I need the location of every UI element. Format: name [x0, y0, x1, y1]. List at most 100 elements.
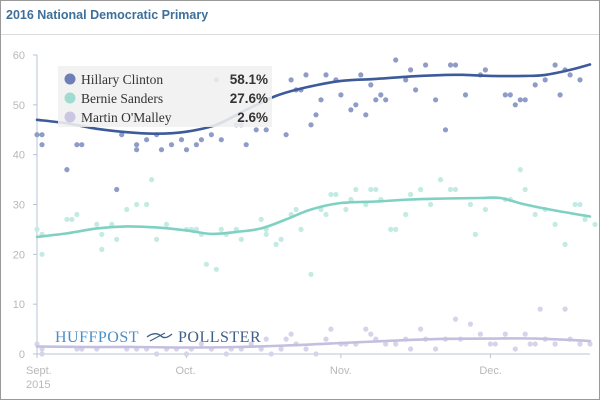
poll-point-clinton [218, 137, 224, 143]
poll-point-omalley [363, 326, 369, 332]
poll-point-sanders [69, 216, 75, 222]
poll-point-omalley [383, 341, 389, 347]
poll-point-clinton [313, 112, 319, 118]
poll-point-sanders [393, 226, 399, 232]
poll-point-clinton [208, 132, 214, 138]
x-tick-sublabel: 2015 [26, 379, 50, 391]
poll-point-clinton [403, 77, 409, 83]
poll-point-sanders [94, 221, 100, 227]
poll-point-clinton [557, 92, 563, 98]
poll-point-sanders [447, 186, 454, 193]
legend-item-sanders[interactable]: Bernie Sanders 27.6% [64, 91, 269, 106]
poll-point-clinton [413, 87, 419, 93]
poll-point-sanders [403, 211, 409, 218]
legend-value-omalley: 2.6% [237, 110, 268, 125]
poll-point-sanders [263, 231, 269, 237]
poll-point-sanders [572, 201, 578, 208]
poll-point-omalley [278, 346, 284, 352]
poll-point-clinton [318, 97, 324, 103]
poll-point-clinton [368, 82, 374, 88]
poll-point-clinton [79, 142, 85, 148]
poll-point-sanders [114, 236, 120, 242]
poll-point-sanders [373, 186, 379, 193]
poll-point-omalley [248, 341, 254, 347]
poll-point-sanders [522, 186, 528, 193]
poll-point-sanders [343, 206, 349, 213]
poll-point-sanders [203, 261, 209, 267]
poll-point-sanders [323, 211, 329, 218]
poll-point-omalley [537, 306, 543, 312]
trend-line-omalley [35, 337, 592, 349]
poll-point-clinton [442, 127, 449, 133]
poll-point-clinton [64, 167, 70, 173]
poll-point-clinton [433, 97, 439, 103]
poll-point-omalley [323, 336, 329, 342]
poll-point-omalley [433, 346, 439, 352]
poll-point-clinton [338, 92, 344, 98]
legend-item-clinton[interactable]: Hillary Clinton 58.1% [64, 72, 269, 87]
poll-point-sanders [592, 221, 598, 227]
poll-point-omalley [418, 326, 424, 332]
poll-point-sanders [298, 226, 304, 232]
poll-point-clinton [378, 92, 384, 98]
poll-point-omalley [562, 306, 568, 312]
poll-point-omalley [408, 346, 414, 352]
poll-point-clinton [512, 102, 518, 108]
legend-label-sanders: Bernie Sanders [81, 91, 163, 106]
chart-title: 2016 National Democratic Primary [6, 8, 209, 22]
poll-point-clinton [168, 142, 175, 148]
poll-point-clinton [447, 62, 454, 68]
poll-point-clinton [34, 132, 40, 138]
poll-point-clinton [288, 77, 294, 83]
poll-point-clinton [303, 72, 309, 78]
poll-point-clinton [408, 67, 414, 73]
legend-label-omalley: Martin O'Malley [81, 110, 172, 125]
y-tick-label: 10 [13, 299, 25, 311]
poll-point-sanders [562, 241, 568, 247]
poll-point-clinton [532, 82, 538, 88]
poll-point-sanders [64, 216, 70, 222]
poll-point-clinton [178, 137, 185, 143]
poll-point-sanders [333, 191, 339, 198]
poll-point-clinton [383, 97, 389, 103]
y-tick-label: 60 [13, 50, 25, 62]
legend-item-omalley[interactable]: Martin O'Malley 2.6% [64, 110, 269, 125]
poll-point-clinton [323, 72, 329, 78]
poll-point-sanders [99, 246, 105, 252]
poll-point-clinton [243, 142, 249, 148]
poll-point-sanders [582, 216, 588, 222]
poll-point-omalley [328, 326, 334, 332]
poll-point-clinton [482, 67, 488, 73]
poll-point-sanders [218, 226, 224, 232]
y-tick-label: 50 [13, 100, 25, 112]
poll-point-sanders [517, 167, 523, 173]
x-tick-label: Nov. [330, 365, 352, 377]
legend-label-clinton: Hillary Clinton [81, 72, 163, 87]
poll-point-sanders [258, 216, 264, 222]
poll-point-clinton [134, 142, 140, 148]
logo-huffpost-text: HUFFPOST [55, 329, 139, 346]
x-tick-label: Sept. [26, 365, 52, 377]
poll-point-clinton [502, 92, 508, 98]
poll-point-sanders [278, 236, 284, 242]
poll-point-clinton [507, 92, 513, 98]
poll-point-clinton [393, 57, 399, 63]
poll-point-clinton [358, 72, 364, 78]
poll-point-sanders [134, 201, 140, 208]
poll-point-sanders [99, 231, 105, 237]
poll-point-sanders [348, 196, 354, 203]
poll-point-clinton [522, 97, 528, 103]
poll-point-clinton [74, 142, 80, 148]
poll-point-sanders [437, 177, 444, 183]
poll-point-clinton [363, 112, 369, 118]
poll-point-omalley [263, 336, 269, 342]
poll-point-clinton [193, 142, 199, 148]
poll-point-omalley [154, 351, 160, 357]
poll-point-sanders [482, 206, 488, 213]
poll-point-clinton [423, 62, 429, 68]
poll-point-sanders [34, 226, 40, 232]
poll-point-clinton [577, 77, 583, 83]
y-tick-label: 40 [13, 150, 25, 162]
poll-point-clinton [253, 127, 259, 133]
poll-point-sanders [428, 201, 434, 208]
